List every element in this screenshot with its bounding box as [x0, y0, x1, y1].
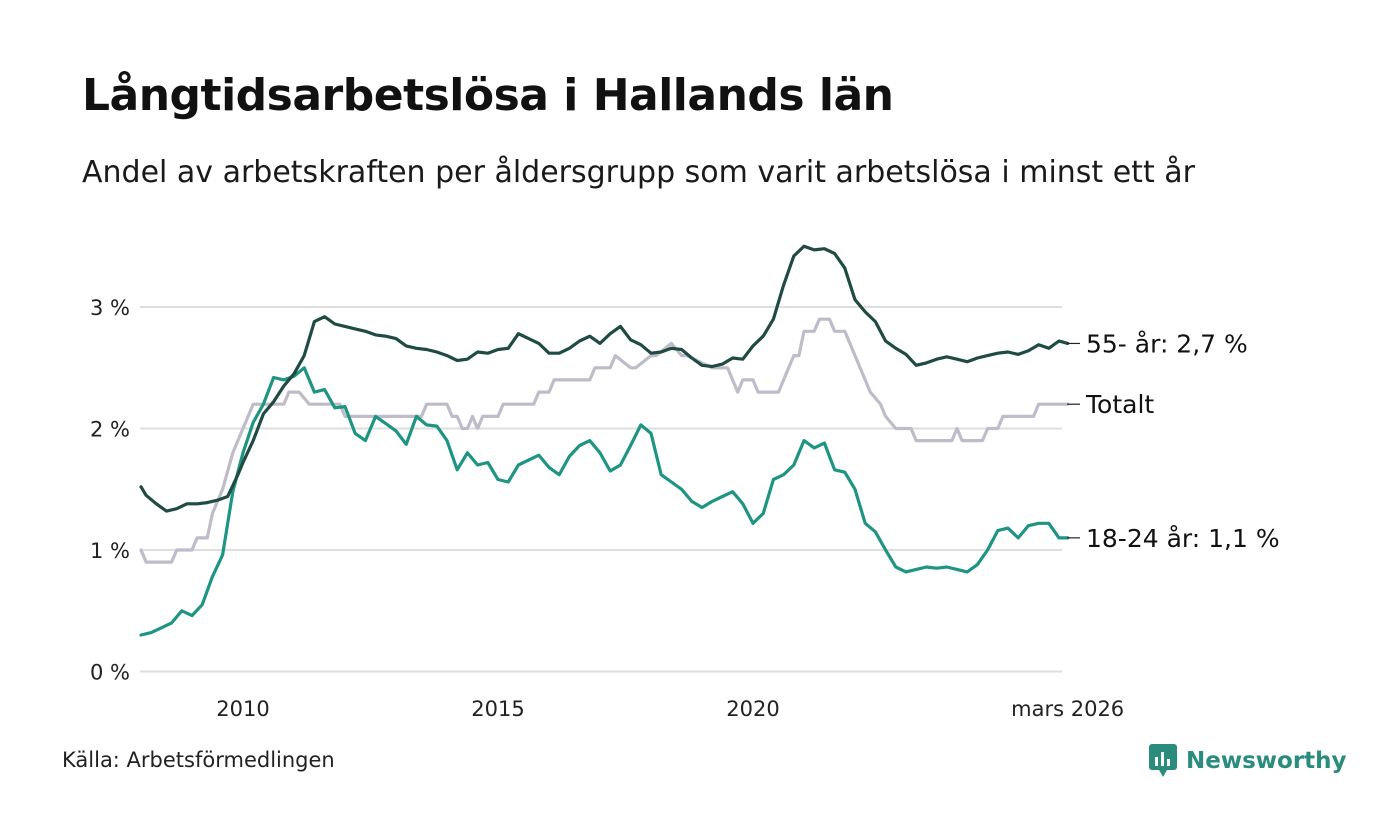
- y-tick-label: 3 %: [90, 296, 130, 320]
- chart-subtitle: Andel av arbetskraften per åldersgrupp s…: [82, 155, 1195, 190]
- x-tick-label: 2010: [216, 697, 269, 721]
- series-end-label: 18-24 år: 1,1 %: [1086, 524, 1280, 553]
- x-tick-label: mars 2026: [1011, 697, 1124, 721]
- brand: Newsworthy: [1148, 742, 1347, 780]
- series-line: [139, 366, 1070, 637]
- x-tick-label: 2015: [471, 697, 524, 721]
- newsworthy-logo-icon: [1149, 744, 1177, 777]
- brand-name: Newsworthy: [1186, 748, 1347, 774]
- series-line: [139, 317, 1070, 564]
- x-tick-label: 2020: [726, 697, 779, 721]
- source-note: Källa: Arbetsförmedlingen: [62, 748, 335, 772]
- series-line: [139, 244, 1070, 513]
- chart-title: Långtidsarbetslösa i Hallands län: [82, 70, 894, 121]
- series-end-label: Totalt: [1085, 390, 1154, 419]
- y-tick-label: 1 %: [90, 539, 130, 563]
- y-tick-label: 2 %: [90, 418, 130, 442]
- y-tick-label: 0 %: [90, 661, 130, 685]
- series-end-label: 55- år: 2,7 %: [1086, 329, 1248, 358]
